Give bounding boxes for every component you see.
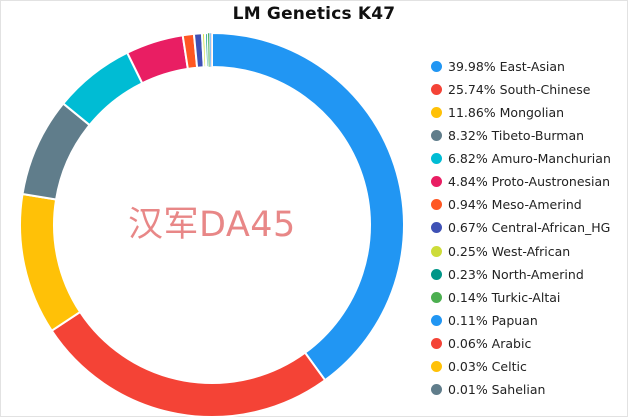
legend-label: 0.94% Meso-Amerind: [448, 197, 582, 213]
legend-label: 0.03% Celtic: [448, 358, 527, 374]
legend-item[interactable]: 25.74% South-Chinese: [431, 78, 611, 101]
legend-item[interactable]: 0.01% Sahelian: [431, 378, 611, 401]
legend-item[interactable]: 39.98% East-Asian: [431, 55, 611, 78]
legend-swatch-icon: [431, 383, 442, 395]
legend-item[interactable]: 0.06% Arabic: [431, 332, 611, 355]
legend-label: 0.11% Papuan: [448, 312, 538, 328]
legend-swatch-icon: [431, 107, 442, 119]
legend-item[interactable]: 0.14% Turkic-Altai: [431, 286, 611, 309]
slice-mongolian[interactable]: [19, 192, 82, 333]
legend-label: 25.74% South-Chinese: [448, 82, 591, 98]
legend-item[interactable]: 0.67% Central-African_HG: [431, 216, 611, 239]
legend-swatch-icon: [431, 61, 442, 73]
legend-label: 39.98% East-Asian: [448, 59, 565, 75]
legend-swatch-icon: [431, 199, 442, 211]
legend-item[interactable]: 4.84% Proto-Austronesian: [431, 170, 611, 193]
legend-label: 11.86% Mongolian: [448, 105, 565, 121]
watermark-text: 汉军DA45: [128, 205, 296, 245]
slice-south-chinese[interactable]: [50, 310, 327, 417]
legend-swatch-icon: [431, 245, 442, 257]
legend-swatch-icon: [431, 153, 442, 165]
legend-swatch-icon: [431, 337, 442, 349]
legend-swatch-icon: [431, 268, 442, 280]
legend-label: 4.84% Proto-Austronesian: [448, 174, 611, 190]
legend-label: 0.25% West-African: [448, 243, 571, 259]
legend-label: 6.82% Amuro-Manchurian: [448, 151, 611, 167]
legend-item[interactable]: 0.23% North-Amerind: [431, 263, 611, 286]
slice-amuro-manchurian[interactable]: [61, 51, 144, 127]
legend-label: 0.23% North-Amerind: [448, 266, 584, 282]
legend-item[interactable]: 11.86% Mongolian: [431, 101, 611, 124]
legend-swatch-icon: [431, 176, 442, 188]
legend-item[interactable]: 0.03% Celtic: [431, 355, 611, 378]
chart-legend: 39.98% East-Asian 25.74% South-Chinese 11.…: [431, 55, 611, 401]
legend-swatch-icon: [431, 130, 442, 142]
legend-label: 8.32% Tibeto-Burman: [448, 128, 585, 144]
legend-item[interactable]: 0.94% Meso-Amerind: [431, 193, 611, 216]
legend-swatch-icon: [431, 314, 442, 326]
chart-title: LM Genetics K47: [232, 4, 396, 24]
legend-swatch-icon: [431, 84, 442, 96]
legend-item[interactable]: 6.82% Amuro-Manchurian: [431, 147, 611, 170]
legend-swatch-icon: [431, 222, 442, 234]
legend-label: 0.06% Arabic: [448, 335, 532, 351]
legend-swatch-icon: [431, 360, 442, 372]
legend-label: 0.14% Turkic-Altai: [448, 289, 561, 305]
legend-item[interactable]: 0.25% West-African: [431, 240, 611, 263]
legend-label: 0.01% Sahelian: [448, 381, 546, 397]
legend-item[interactable]: 8.32% Tibeto-Burman: [431, 124, 611, 147]
legend-label: 0.67% Central-African_HG: [448, 220, 611, 236]
donut-slices: [19, 31, 405, 417]
legend-item[interactable]: 0.11% Papuan: [431, 309, 611, 332]
legend-swatch-icon: [431, 291, 442, 303]
